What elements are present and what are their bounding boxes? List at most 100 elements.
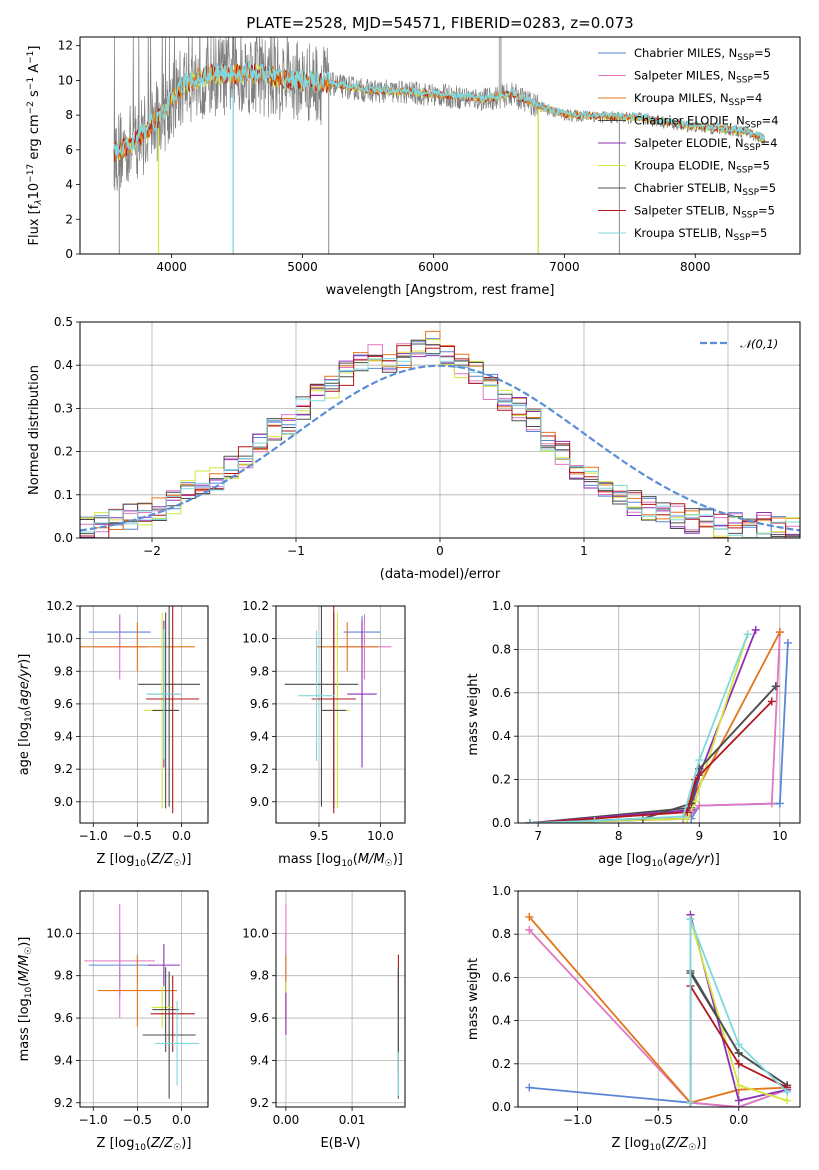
x-tick-label: 8000 xyxy=(680,260,711,274)
x-axis-label-part: ☉ xyxy=(173,1143,181,1153)
x-tick-label: 1 xyxy=(580,544,588,558)
x-axis-label-part: )] xyxy=(181,1136,191,1151)
x-axis-label-part: )] xyxy=(181,852,191,867)
weight-line-salpeter_miles xyxy=(528,929,788,1107)
x-tick-label: 0.01 xyxy=(339,1113,366,1127)
x-axis-label-part: age/yr xyxy=(668,852,711,867)
y-axis-label-part: 10 xyxy=(24,710,34,722)
histogram-group xyxy=(80,330,800,538)
y-tick-label: 9.8 xyxy=(54,664,73,678)
y-tick-label: 0.0 xyxy=(492,1100,511,1114)
model-fit-kroupa_miles xyxy=(113,63,765,162)
y-tick-label: 9.0 xyxy=(54,795,73,809)
y-tick-label: 2 xyxy=(65,212,73,226)
x-tick-label: −1 xyxy=(287,544,305,558)
legend-entry-part: Chabrier ELODIE, N xyxy=(634,114,745,128)
normal-curve xyxy=(80,364,800,532)
weight-marker xyxy=(734,1081,743,1090)
y-tick-label: 10.0 xyxy=(46,926,73,940)
legend-entry-part: =5 xyxy=(759,181,776,195)
y-axis-label: Flux [fλ10−17 erg cm−2 s−1 A−1] xyxy=(26,46,44,246)
legend-entry-part: =5 xyxy=(753,69,770,83)
y-tick-label: 9.2 xyxy=(54,1096,73,1110)
x-tick-label: 0.0 xyxy=(172,829,191,843)
y-tick-label: 1.0 xyxy=(492,599,511,613)
x-axis-label: mass [log10(M/M☉)] xyxy=(278,852,403,869)
y-tick-label: 9.2 xyxy=(250,1096,269,1110)
panel-Z_mass: −1.0 −0.5 0.09.29.49.69.810.0Z [log10(Z/Z☉… xyxy=(17,890,209,1153)
x-axis-label-part: mass [log xyxy=(278,852,341,867)
y-tick-label: 10.0 xyxy=(46,632,73,646)
histogram-salpeter_stelib xyxy=(80,345,800,538)
x-tick-label: −0.5 xyxy=(644,1113,673,1127)
weight-marker xyxy=(775,799,784,808)
legend-entry-part: =5 xyxy=(754,46,771,60)
weight-line-kroupa_stelib xyxy=(689,918,788,1103)
legend-entry-part: Kroupa STELIB, N xyxy=(634,226,734,240)
weight-line-kroupa_miles xyxy=(530,631,781,823)
y-tick-label: 0.2 xyxy=(492,1057,511,1071)
x-axis-label: wavelength [Angstrom, rest frame] xyxy=(326,283,555,298)
x-tick-label: 10 xyxy=(772,829,787,843)
weight-marker xyxy=(679,812,688,821)
weight-line-kroupa_elodie xyxy=(530,633,749,823)
y-axis-label-part: )] xyxy=(17,654,32,664)
legend-entry: 𝒩(0,1) xyxy=(740,337,778,351)
x-axis-label-part: ( xyxy=(663,852,668,867)
y-tick-label: 0.3 xyxy=(54,401,73,415)
y-axis-label: mass weight xyxy=(466,673,481,755)
x-tick-label: 9.5 xyxy=(309,829,328,843)
x-axis-label-part: ☉ xyxy=(173,859,181,869)
axes-frame xyxy=(79,321,801,539)
y-tick-label: 6 xyxy=(65,143,73,157)
x-axis-label: Z [log10(Z/Z☉)] xyxy=(97,852,192,869)
y-axis-label-part: 10 xyxy=(24,986,34,998)
weight-marker xyxy=(525,912,534,921)
x-tick-label: −2 xyxy=(143,544,161,558)
y-tick-label: 4 xyxy=(65,178,73,192)
legend-entry-part: =5 xyxy=(753,159,770,173)
panel-ebv_mass: 0.00 0.01 9.2 9.4 9.6 9.8 10.0 E(B-V) xyxy=(242,890,406,1151)
weight-line-chabrier_elodie xyxy=(530,685,777,823)
y-axis-label-part: s xyxy=(27,90,42,101)
x-axis-label-part: 10 xyxy=(134,1143,146,1153)
legend-entry: Chabrier ELODIE, NSSP=4 xyxy=(634,114,779,131)
y-axis-label-part: Flux [f xyxy=(27,204,42,245)
age_weight-series xyxy=(526,625,792,823)
y-tick-label: 9.2 xyxy=(54,762,73,776)
axes-frame xyxy=(517,605,801,824)
y-axis-label-part: −2 xyxy=(26,101,36,114)
y-tick-label: 9.6 xyxy=(250,697,269,711)
weight-marker xyxy=(734,1049,743,1057)
weight-marker xyxy=(771,682,780,691)
y-tick-label: 0.8 xyxy=(492,642,511,656)
y-tick-label: 0.5 xyxy=(54,315,73,329)
weight-marker xyxy=(783,638,792,647)
y-tick-label: 10.0 xyxy=(242,632,269,646)
weight-marker xyxy=(783,1087,792,1096)
y-axis-label-part: λ xyxy=(34,199,44,205)
x-tick-label: −1.0 xyxy=(79,829,108,843)
y-tick-label: 9.2 xyxy=(250,762,269,776)
y-tick-label: 8 xyxy=(65,108,73,122)
legend-entry-part: =4 xyxy=(745,91,762,105)
panel-Z_age: −1.0 −0.5 0.0 9.0 9.2 9.4 9.6 9.8 10.0 10.2 Z [log… xyxy=(17,599,209,869)
x-axis-label-part: )] xyxy=(696,1136,706,1151)
x-tick-label: 5000 xyxy=(287,260,318,274)
legend-entry-part: Kroupa ELODIE, N xyxy=(634,159,736,173)
weight-line-salpeter_miles xyxy=(530,631,781,823)
x-axis-label-part: ☉ xyxy=(385,859,393,869)
x-axis-label: E(B-V) xyxy=(320,1136,360,1151)
legend-entry: Salpeter ELODIE, NSSP=4 xyxy=(634,136,777,153)
legend-entry-part: SSP xyxy=(742,188,759,198)
legend-entry-part: Chabrier STELIB, N xyxy=(634,181,742,195)
y-axis-label-part: ] xyxy=(27,46,42,51)
weight-marker xyxy=(590,816,599,823)
axes-frame xyxy=(517,890,801,1108)
x-axis-label: Z [log10(Z/Z☉)] xyxy=(97,1136,192,1153)
x-axis-label-part: )] xyxy=(710,852,720,867)
x-axis-label: (data-model)/error xyxy=(380,567,501,582)
y-axis-label-part: −17 xyxy=(26,164,36,183)
